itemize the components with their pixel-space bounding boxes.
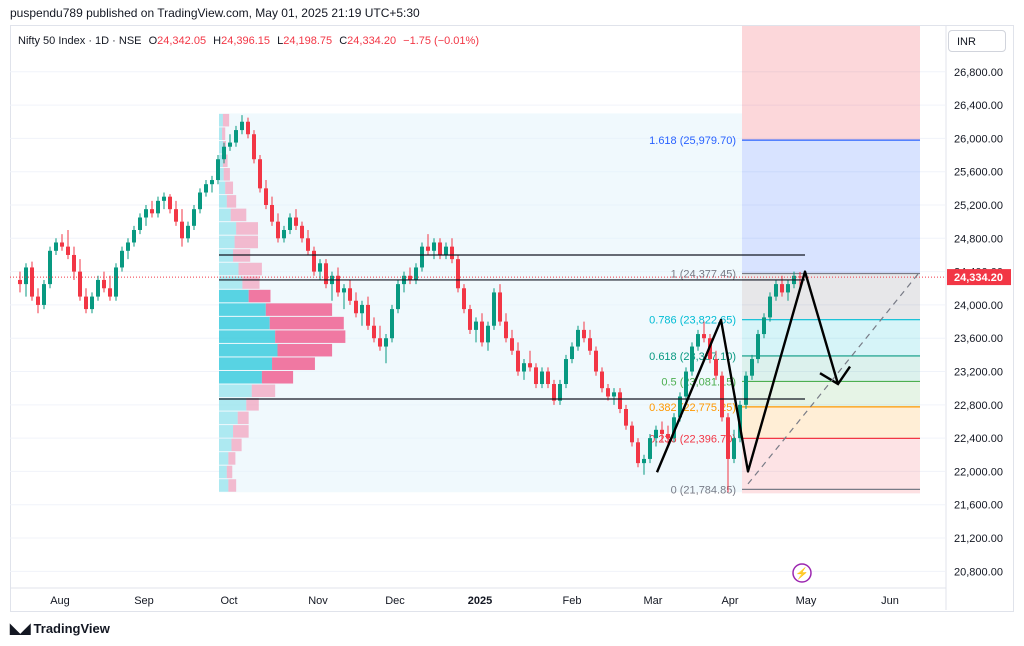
high-label: H bbox=[213, 35, 222, 47]
chart-frame bbox=[10, 25, 1014, 612]
open-label: O bbox=[148, 35, 158, 47]
symbol-label[interactable]: Nifty 50 Index · 1D · NSE bbox=[18, 35, 142, 47]
close-label: C bbox=[339, 35, 348, 47]
high-value: 24,396.15 bbox=[221, 35, 271, 47]
change-value: −1.75 (−0.01%) bbox=[403, 35, 479, 47]
close-value: 24,334.20 bbox=[347, 35, 397, 47]
tradingview-logo-icon: ◣◢ bbox=[10, 620, 31, 636]
open-value: 24,342.05 bbox=[157, 35, 207, 47]
publisher-header: puspendu789 published on TradingView.com… bbox=[10, 6, 420, 20]
ohlc-legend: Nifty 50 Index · 1D · NSE O24,342.05 H24… bbox=[18, 35, 479, 47]
footer-brand-label: TradingView bbox=[33, 621, 110, 636]
footer-brand: ◣◢ TradingView bbox=[10, 620, 110, 637]
low-label: L bbox=[277, 35, 284, 47]
currency-selector[interactable]: INR bbox=[948, 30, 1006, 52]
low-value: 24,198.75 bbox=[283, 35, 333, 47]
